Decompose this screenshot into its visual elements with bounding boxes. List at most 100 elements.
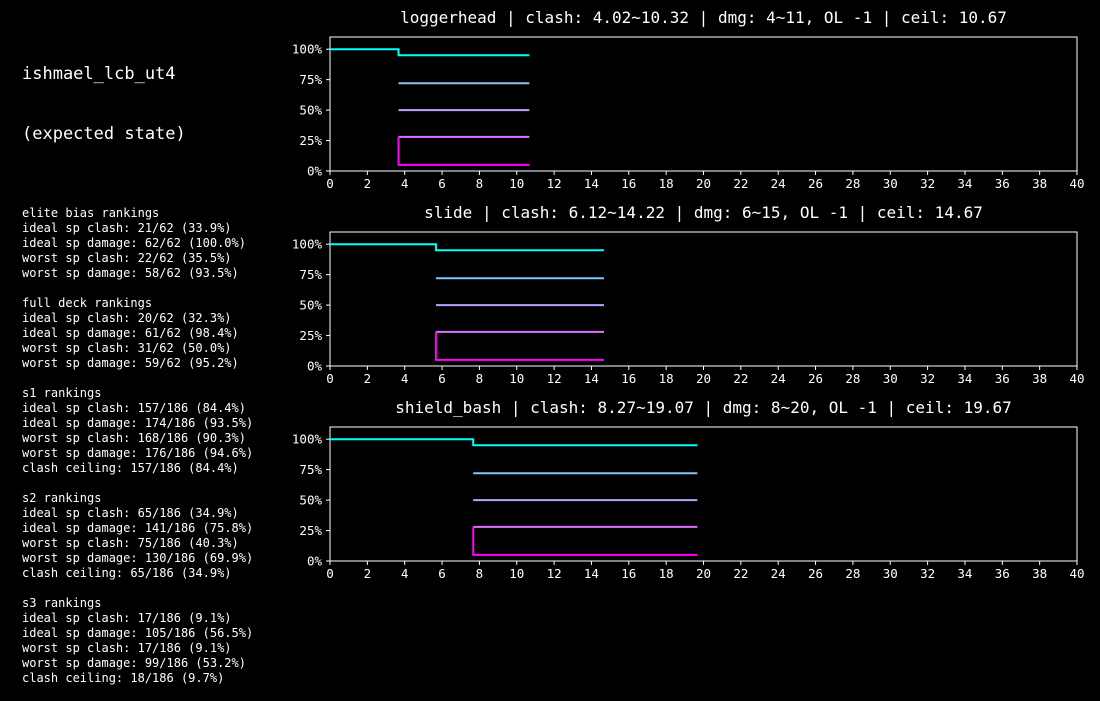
x-tick-label: 34 xyxy=(957,176,972,191)
x-tick-label: 20 xyxy=(696,566,711,581)
x-tick-label: 14 xyxy=(584,176,599,191)
series-line-0 xyxy=(330,438,698,447)
x-tick-label: 24 xyxy=(771,566,786,581)
plot-frame xyxy=(329,231,1078,367)
panel-title: ishmael_lcb_ut4 (expected state) xyxy=(22,24,302,184)
y-tick-label: 0% xyxy=(307,554,323,569)
section-heading: elite bias rankings xyxy=(22,206,160,220)
x-tick-label: 32 xyxy=(920,371,935,386)
x-tick-label: 26 xyxy=(808,371,823,386)
stat-line: worst sp damage: 59/62 (95.2%) xyxy=(22,356,239,370)
stat-line: worst sp clash: 75/186 (40.3%) xyxy=(22,536,239,550)
x-tick-label: 0 xyxy=(326,566,334,581)
x-tick-label: 16 xyxy=(621,566,636,581)
x-tick-label: 10 xyxy=(509,176,524,191)
stat-line: ideal sp clash: 157/186 (84.4%) xyxy=(22,401,246,415)
chart-title: shield_bash | clash: 8.27~19.07 | dmg: 8… xyxy=(395,398,1012,417)
stat-line: worst sp damage: 99/186 (53.2%) xyxy=(22,656,246,670)
series-line-4 xyxy=(434,331,604,361)
plot-frame xyxy=(329,426,1078,562)
stat-line: worst sp damage: 58/62 (93.5%) xyxy=(22,266,239,280)
stat-line: worst sp clash: 22/62 (35.5%) xyxy=(22,251,232,265)
series-line-4 xyxy=(472,526,698,556)
series-line-4 xyxy=(397,136,530,166)
x-tick-label: 22 xyxy=(733,176,748,191)
y-tick-label: 75% xyxy=(299,462,322,477)
y-tick-label: 100% xyxy=(292,432,323,447)
stat-line: ideal sp damage: 174/186 (93.5%) xyxy=(22,416,254,430)
x-tick-label: 32 xyxy=(920,566,935,581)
stat-line: ideal sp damage: 105/186 (56.5%) xyxy=(22,626,254,640)
y-tick-label: 25% xyxy=(299,328,322,343)
x-tick-label: 26 xyxy=(808,176,823,191)
stat-line: worst sp damage: 176/186 (94.6%) xyxy=(22,446,254,460)
rankings-section: elite bias rankings ideal sp clash: 21/62… xyxy=(22,206,302,281)
y-tick-label: 50% xyxy=(299,103,322,118)
x-tick-label: 14 xyxy=(584,371,599,386)
panel-title-line1: ishmael_lcb_ut4 xyxy=(22,64,176,84)
x-tick-label: 40 xyxy=(1069,176,1084,191)
stat-line: ideal sp clash: 17/186 (9.1%) xyxy=(22,611,232,625)
x-tick-label: 2 xyxy=(364,371,372,386)
stat-line: clash ceiling: 65/186 (34.9%) xyxy=(22,566,232,580)
x-tick-label: 26 xyxy=(808,566,823,581)
x-tick-label: 18 xyxy=(659,176,674,191)
y-tick-label: 100% xyxy=(292,42,323,57)
x-tick-label: 16 xyxy=(621,371,636,386)
section-heading: full deck rankings xyxy=(22,296,153,310)
y-tick-label: 25% xyxy=(299,523,322,538)
y-tick-label: 75% xyxy=(299,72,322,87)
x-tick-label: 20 xyxy=(696,176,711,191)
x-tick-label: 40 xyxy=(1069,371,1084,386)
y-tick-label: 0% xyxy=(307,164,323,179)
x-tick-label: 18 xyxy=(659,566,674,581)
x-tick-label: 28 xyxy=(845,176,860,191)
x-tick-label: 40 xyxy=(1069,566,1084,581)
stat-line: ideal sp clash: 20/62 (32.3%) xyxy=(22,311,232,325)
stat-line: ideal sp clash: 21/62 (33.9%) xyxy=(22,221,232,235)
y-tick-label: 75% xyxy=(299,267,322,282)
y-tick-label: 25% xyxy=(299,133,322,148)
x-tick-label: 22 xyxy=(733,371,748,386)
x-tick-label: 36 xyxy=(995,176,1010,191)
rankings-section: s1 rankings ideal sp clash: 157/186 (84.4… xyxy=(22,386,302,476)
chart-1: slide | clash: 6.12~14.22 | dmg: 6~15, O… xyxy=(292,203,1085,386)
x-tick-label: 38 xyxy=(1032,176,1047,191)
stat-line: clash ceiling: 18/186 (9.7%) xyxy=(22,671,225,685)
stat-line: ideal sp damage: 62/62 (100.0%) xyxy=(22,236,246,250)
x-tick-label: 34 xyxy=(957,566,972,581)
series-line-0 xyxy=(330,243,604,252)
x-tick-label: 10 xyxy=(509,371,524,386)
x-tick-label: 28 xyxy=(845,371,860,386)
x-tick-label: 36 xyxy=(995,371,1010,386)
x-tick-label: 6 xyxy=(438,176,446,191)
x-tick-label: 12 xyxy=(547,176,562,191)
rankings-section: s3 rankings ideal sp clash: 17/186 (9.1%)… xyxy=(22,596,302,686)
chart-0: loggerhead | clash: 4.02~10.32 | dmg: 4~… xyxy=(292,8,1085,191)
x-tick-label: 32 xyxy=(920,176,935,191)
x-tick-label: 2 xyxy=(364,566,372,581)
x-tick-label: 8 xyxy=(476,176,484,191)
chart-title: loggerhead | clash: 4.02~10.32 | dmg: 4~… xyxy=(400,8,1007,27)
stat-line: worst sp clash: 31/62 (50.0%) xyxy=(22,341,232,355)
x-tick-label: 18 xyxy=(659,371,674,386)
x-tick-label: 28 xyxy=(845,566,860,581)
x-tick-label: 4 xyxy=(401,176,409,191)
y-tick-label: 100% xyxy=(292,237,323,252)
x-tick-label: 30 xyxy=(883,176,898,191)
x-tick-label: 4 xyxy=(401,566,409,581)
stat-line: ideal sp damage: 61/62 (98.4%) xyxy=(22,326,239,340)
x-tick-label: 10 xyxy=(509,566,524,581)
x-tick-label: 22 xyxy=(733,566,748,581)
y-tick-label: 0% xyxy=(307,359,323,374)
x-tick-label: 8 xyxy=(476,566,484,581)
x-tick-label: 36 xyxy=(995,566,1010,581)
x-tick-label: 6 xyxy=(438,566,446,581)
x-tick-label: 38 xyxy=(1032,371,1047,386)
x-tick-label: 0 xyxy=(326,176,334,191)
x-tick-label: 20 xyxy=(696,371,711,386)
x-tick-label: 14 xyxy=(584,566,599,581)
stat-line: worst sp clash: 17/186 (9.1%) xyxy=(22,641,232,655)
charts-canvas: loggerhead | clash: 4.02~10.32 | dmg: 4~… xyxy=(292,8,1085,581)
x-tick-label: 24 xyxy=(771,371,786,386)
